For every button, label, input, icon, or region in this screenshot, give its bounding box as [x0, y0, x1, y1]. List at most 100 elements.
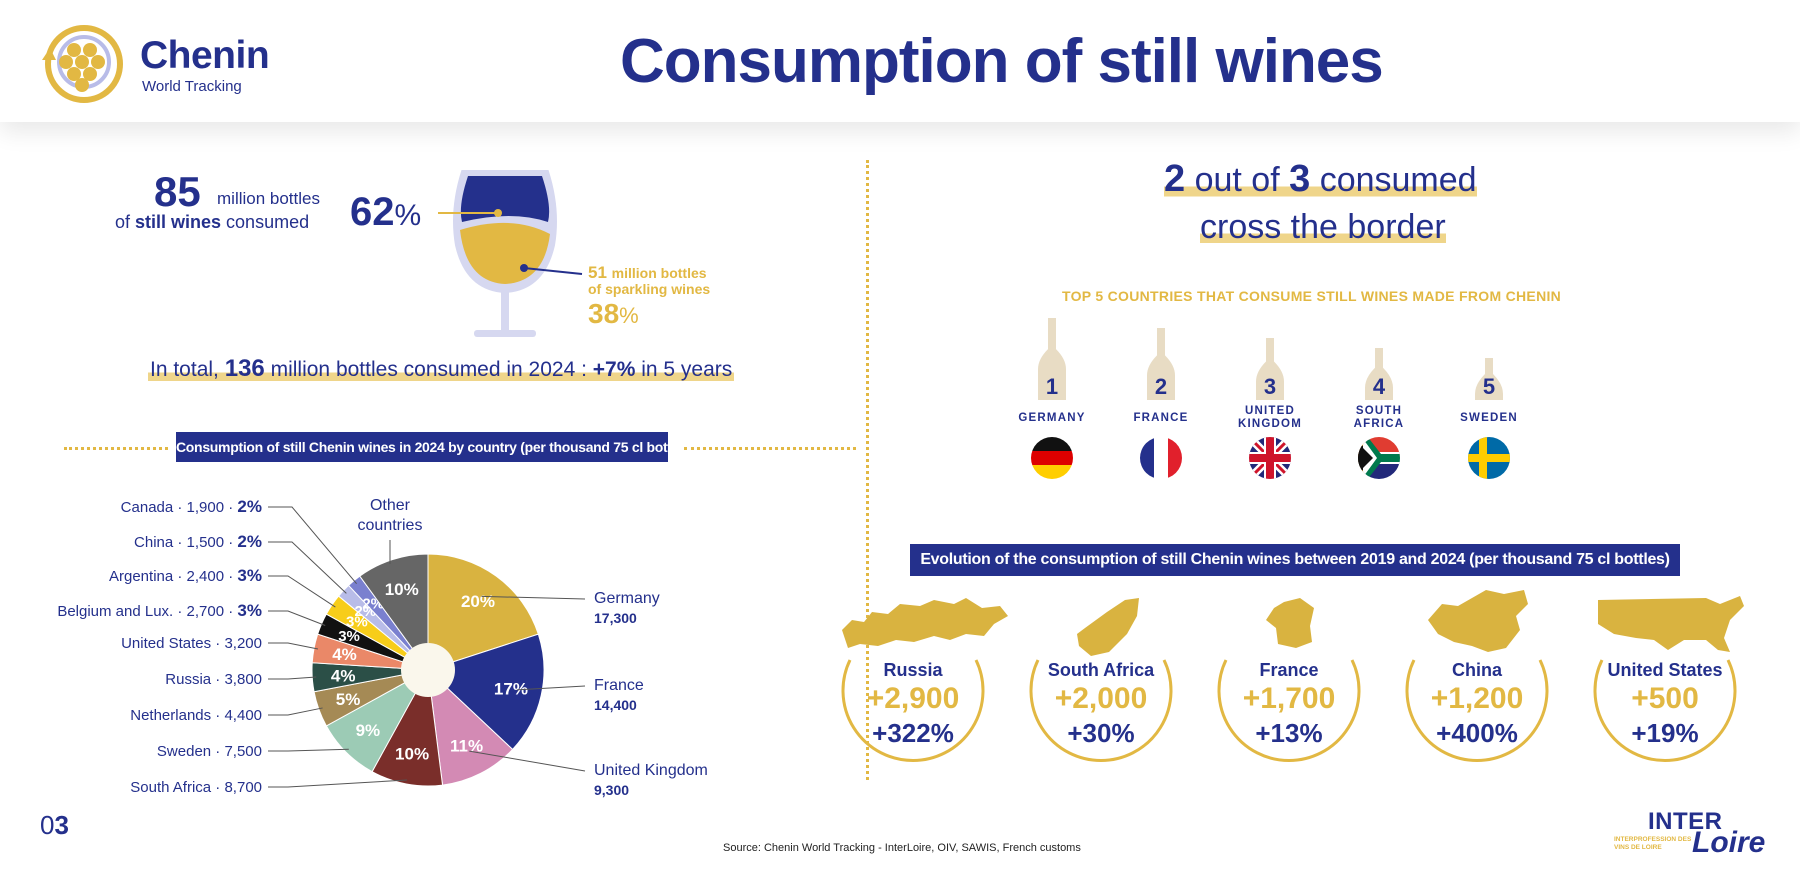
- pie-slice-other-countries: [359, 553, 429, 672]
- page-number: 03: [40, 810, 69, 840]
- pie-label-south-africa: South Africa · 8,700: [130, 779, 262, 796]
- evolution-country: France: [1259, 660, 1319, 680]
- top5-title: TOP 5 COUNTRIES THAT CONSUME STILL WINES…: [1062, 288, 1562, 304]
- pie-label-russia: Russia · 3,800: [165, 671, 262, 688]
- south-africa-flag-icon: [1358, 437, 1400, 479]
- vertical-divider: [866, 160, 869, 780]
- pie-label-netherlands: Netherlands · 4,400: [130, 707, 262, 724]
- pie-label-value: 17,300: [594, 610, 637, 626]
- top5-item: 2 FRANCE: [1106, 318, 1216, 480]
- evolution-percent: +30%: [1067, 718, 1135, 748]
- france-map-icon: [1266, 598, 1314, 648]
- ring-icon: [841, 659, 985, 762]
- rank-number: 5: [1483, 374, 1495, 399]
- bottle-icon: 1: [1038, 318, 1066, 400]
- pie-leader-line: [268, 707, 323, 716]
- pie-label-united-states: United States · 3,200: [121, 635, 262, 652]
- dotted-rule: [684, 447, 856, 450]
- top5-country-name: GERMANY: [1018, 411, 1086, 424]
- dotted-rule: [64, 447, 168, 450]
- evolution-item: France +1,700 +13%: [1204, 590, 1374, 780]
- pie-label-name: France: [594, 677, 644, 694]
- rank-number: 4: [1373, 374, 1386, 399]
- evolution-percent: +13%: [1255, 718, 1323, 748]
- interloire-logo: INTER INTERPROFESSION DES VINS DE LOIRE …: [1614, 808, 1766, 859]
- rank-number: 1: [1046, 374, 1058, 399]
- ring-icon: [1029, 659, 1173, 762]
- evolution-country: China: [1451, 660, 1502, 680]
- evolution-item: South Africa +2,000 +30%: [1016, 590, 1186, 780]
- pie-pct-label: 3%: [338, 628, 360, 645]
- pie-pct-label: 11%: [450, 737, 483, 756]
- wine-glass-icon: [438, 170, 583, 337]
- pie-slice-germany: [427, 553, 539, 671]
- cross-border-heading-line2: cross the border: [1200, 208, 1446, 247]
- russia-map-icon: [842, 598, 1008, 648]
- pie-label-name: United Kingdom: [594, 762, 708, 779]
- pie-pct-label: 20%: [461, 592, 495, 611]
- top5-item: 5 SWEDEN: [1434, 318, 1544, 480]
- pie-label-belgium-and-lux-: Belgium and Lux. · 2,700 · 3%: [57, 601, 262, 620]
- ring-icon: [1405, 659, 1549, 762]
- china-map-icon: [1428, 590, 1528, 652]
- evolution-change: +1,200: [1430, 682, 1524, 715]
- top5-country-name: SWEDEN: [1460, 411, 1518, 424]
- top5-country-name: UNITED KINGDOM: [1238, 405, 1302, 430]
- pie-label-other: Other: [370, 497, 411, 514]
- evolution-country: Russia: [883, 660, 943, 680]
- grape-logo-icon: [42, 25, 123, 103]
- top5-item: 1 GERMANY: [997, 318, 1107, 480]
- rank-number: 2: [1155, 374, 1167, 399]
- pie-leader-line: [268, 610, 326, 626]
- top5-country-name: FRANCE: [1133, 411, 1189, 424]
- page-title: Consumption of still wines: [620, 27, 1384, 96]
- pie-label-argentina: Argentina · 2,400 · 3%: [109, 566, 262, 585]
- brand-subtitle: World Tracking: [142, 78, 242, 95]
- pie-pct-label: 17%: [494, 680, 528, 699]
- evolution-country: United States: [1607, 660, 1723, 680]
- uk-flag-icon: [1249, 437, 1291, 479]
- pie-label-other: countries: [358, 517, 423, 534]
- evolution-item: United States +500 +19%: [1580, 590, 1750, 780]
- source-note: Source: Chenin World Tracking - InterLoi…: [723, 842, 1081, 854]
- pie-leader-line: [469, 750, 586, 772]
- sparkling-share: 38%: [588, 298, 639, 329]
- top5-item: 3 UNITED KINGDOM: [1215, 318, 1325, 480]
- bottle-icon: 3: [1256, 338, 1284, 400]
- header: Chenin World Tracking Consumption of sti…: [0, 0, 1800, 122]
- pie-leader-line: [481, 595, 586, 600]
- evolution-title: Evolution of the consumption of still Ch…: [910, 544, 1680, 576]
- evolution-percent: +322%: [872, 718, 954, 748]
- pie-slice-south-africa: [371, 668, 444, 787]
- pie-leader-line: [268, 506, 357, 585]
- country-pie-chart: 20%17%11%10%9%5%4%4%3%3%2%2%10% Germany17…: [57, 497, 708, 798]
- south-africa-map-icon: [1077, 598, 1139, 656]
- pie-center: [401, 643, 455, 697]
- pie-leader-line: [268, 642, 319, 650]
- still-wines-unit: million bottles: [217, 189, 320, 208]
- cross-border-heading: 2 out of 3 consumed: [1164, 158, 1477, 201]
- still-wines-caption: of still wines consumed: [115, 212, 310, 232]
- pie-section-title: Consumption of still Chenin wines in 202…: [176, 432, 695, 462]
- pie-leader-line: [268, 541, 347, 594]
- pie-pct-label: 3%: [346, 614, 368, 631]
- pie-label-china: China · 1,500 · 2%: [134, 532, 262, 551]
- bottle-icon: 2: [1147, 328, 1175, 400]
- usa-map-icon: [1598, 596, 1744, 652]
- top5-item: 4 SOUTH AFRICA: [1324, 318, 1434, 480]
- evolution-item: Russia +2,900 +322%: [828, 590, 1008, 780]
- pie-pct-label: 10%: [385, 580, 419, 599]
- pie-label-value: 9,300: [594, 782, 629, 798]
- ring-icon: [1593, 659, 1737, 762]
- pie-label-canada: Canada · 1,900 · 2%: [121, 497, 262, 516]
- germany-flag-icon: [1031, 437, 1073, 479]
- pie-pct-label: 4%: [331, 666, 356, 685]
- pie-pct-label: 10%: [395, 744, 429, 763]
- pie-label-value: 14,400: [594, 697, 637, 713]
- ring-icon: [1217, 659, 1361, 762]
- evolution-change: +500: [1631, 682, 1699, 715]
- pie-leader-line: [268, 779, 408, 788]
- top5-country-name: SOUTH AFRICA: [1353, 405, 1405, 430]
- pie-pct-label: 9%: [356, 721, 381, 740]
- pie-slice-france: [427, 633, 545, 751]
